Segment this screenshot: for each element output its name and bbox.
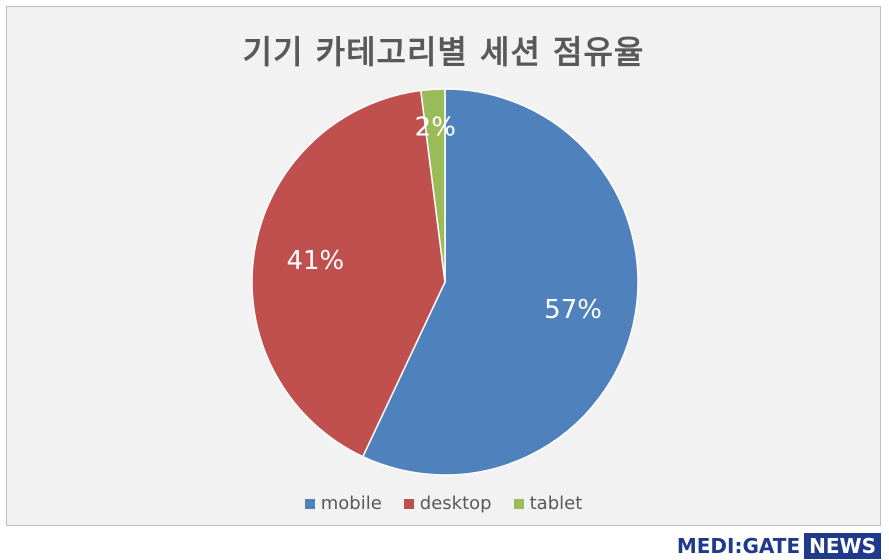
pie-chart: 57% 41% 2% (251, 88, 639, 476)
legend-label-tablet: tablet (529, 493, 583, 514)
chart-title: 기기 카테고리별 세션 점유율 (242, 33, 645, 71)
data-label-desktop: 41% (286, 246, 344, 276)
pie-slice-mobile (361, 88, 639, 476)
legend-swatch-desktop (403, 498, 414, 509)
brand-logo-left: MEDI:GATE (676, 534, 801, 558)
brand-logo: MEDI:GATE NEWS (677, 533, 881, 559)
pie-slice-tablet (419, 88, 446, 283)
legend-swatch-tablet (513, 498, 524, 509)
chart-area: 기기 카테고리별 세션 점유율 57% 41% 2% mobile desktop … (6, 6, 881, 526)
legend-item-mobile: mobile (304, 493, 382, 514)
data-label-tablet: 2% (415, 112, 456, 142)
legend: mobile desktop tablet (7, 493, 880, 514)
legend-label-desktop: desktop (419, 493, 492, 514)
legend-item-desktop: desktop (403, 493, 492, 514)
legend-item-tablet: tablet (513, 493, 583, 514)
brand-logo-right: NEWS (804, 533, 881, 559)
pie-slice-desktop (251, 89, 446, 458)
legend-label-mobile: mobile (320, 493, 382, 514)
data-label-mobile: 57% (544, 295, 602, 325)
legend-swatch-mobile (304, 498, 315, 509)
